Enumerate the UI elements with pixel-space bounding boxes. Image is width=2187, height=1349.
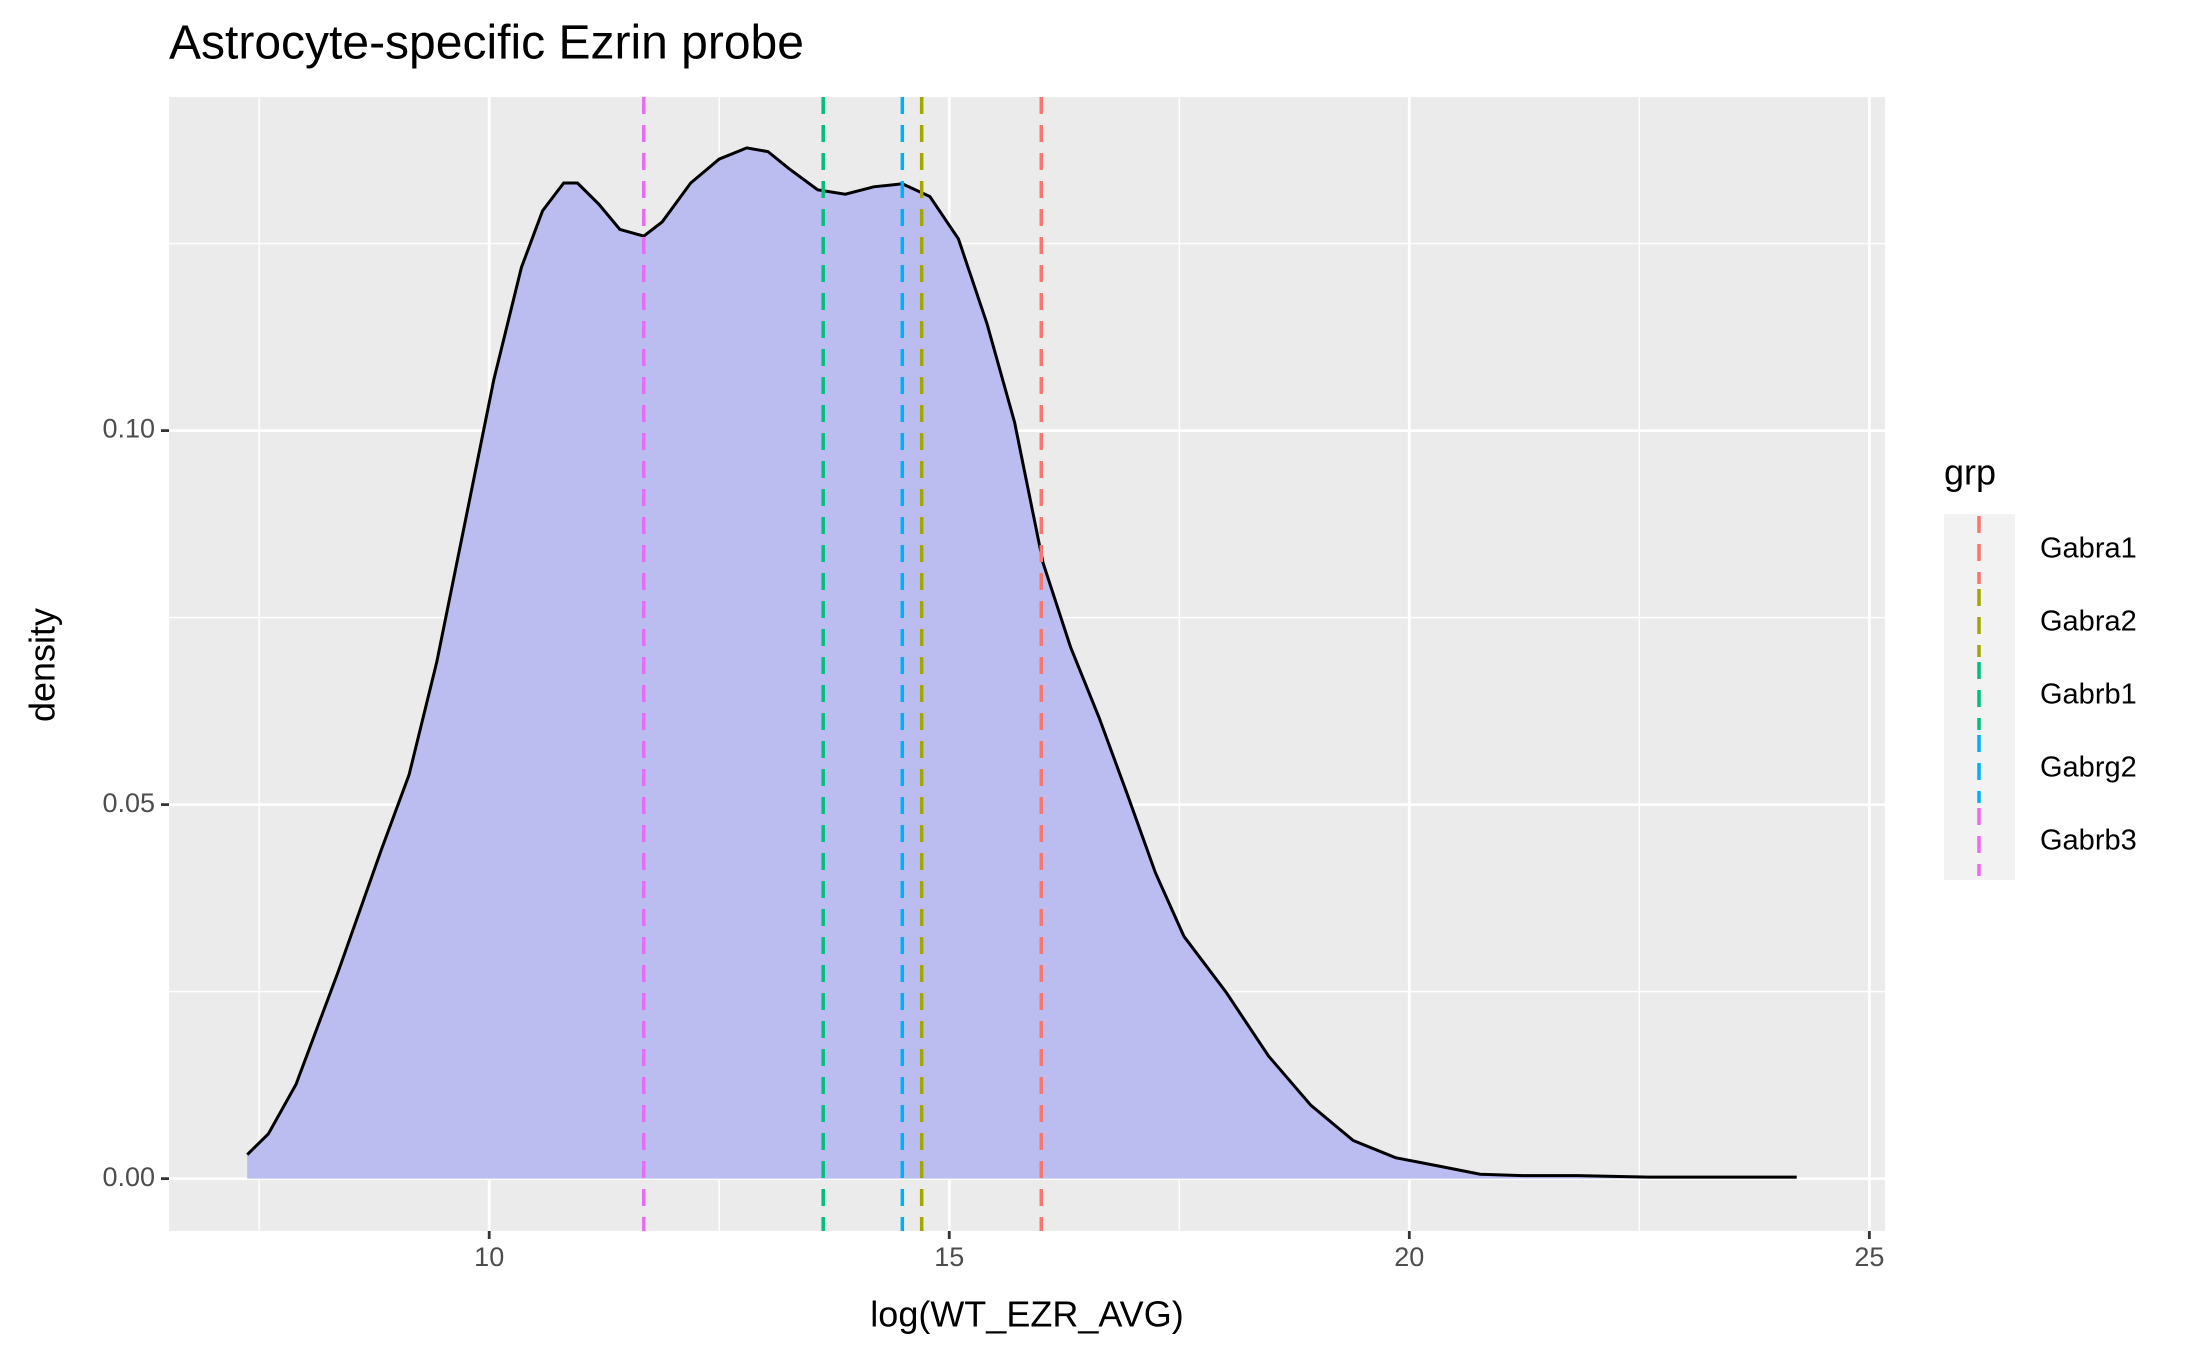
- chart-title: Astrocyte-specific Ezrin probe: [169, 17, 804, 70]
- y-tick-label: 0.10: [102, 414, 155, 444]
- legend-title: grp: [1944, 452, 1996, 493]
- legend-label: Gabrg2: [2040, 752, 2137, 784]
- x-tick-label: 25: [1854, 1242, 1884, 1272]
- y-axis-title: density: [22, 608, 63, 722]
- x-tick-label: 20: [1394, 1242, 1424, 1272]
- x-tick-label: 15: [934, 1242, 964, 1272]
- legend-label: Gabrb3: [2040, 825, 2137, 857]
- y-tick-label: 0.00: [102, 1162, 155, 1192]
- legend-label: Gabra2: [2040, 606, 2137, 638]
- density-line: [246, 146, 1797, 1179]
- y-tick-label: 0.05: [102, 788, 155, 818]
- x-axis-title: log(WT_EZR_AVG): [870, 1294, 1183, 1335]
- x-tick-label: 10: [474, 1242, 504, 1272]
- legend-label: Gabrb1: [2040, 679, 2137, 711]
- legend-label: Gabra1: [2040, 533, 2137, 565]
- density-area: [247, 147, 1797, 1179]
